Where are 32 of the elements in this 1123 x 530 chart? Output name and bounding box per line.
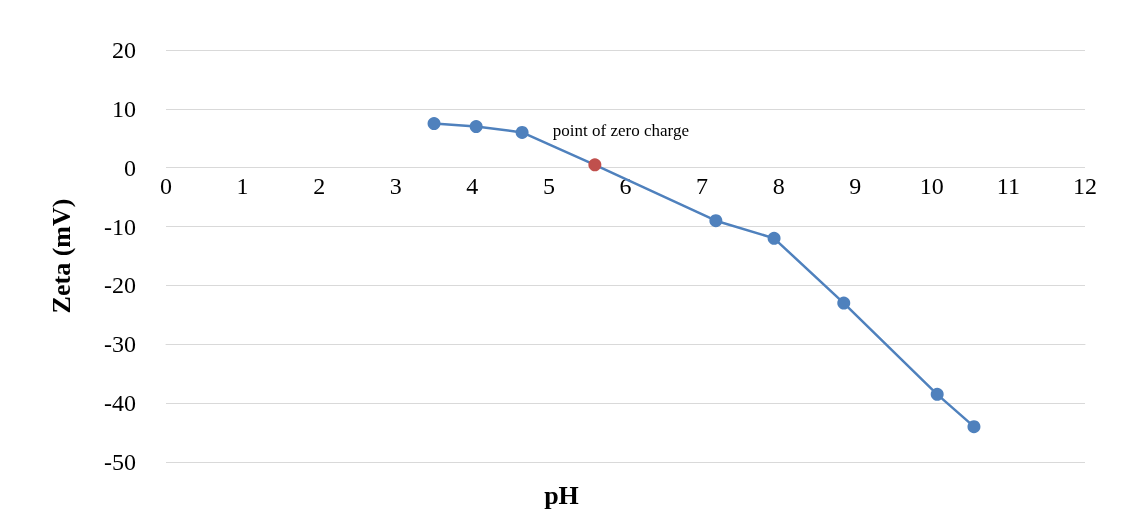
annotation: point of zero charge xyxy=(552,120,689,140)
x-tick-label: 11 xyxy=(996,172,1020,199)
x-tick-label: 2 xyxy=(313,172,326,199)
x-tick-label: 5 xyxy=(542,172,555,199)
x-tick-label: 10 xyxy=(919,172,944,199)
y-tick-label: -50 xyxy=(104,449,136,475)
y-tick-label: 10 xyxy=(112,95,136,122)
x-tick-label: 9 xyxy=(849,172,862,199)
y-tick-label: -30 xyxy=(104,331,136,358)
y-tick-label: 20 xyxy=(112,37,136,63)
x-tick-label: 4 xyxy=(466,172,479,199)
x-tick-label: 12 xyxy=(1073,172,1097,199)
point xyxy=(930,387,944,401)
point xyxy=(515,125,529,139)
x-tick-label: 3 xyxy=(389,172,402,199)
x-tick-label: 1 xyxy=(236,172,249,199)
x-axis-title: pH xyxy=(544,480,579,510)
y-tick-label: -10 xyxy=(104,213,136,240)
y-tick-label: 0 xyxy=(124,154,136,181)
point xyxy=(427,117,441,131)
point xyxy=(469,120,483,134)
point xyxy=(837,296,851,310)
y-tick-label: -20 xyxy=(104,272,136,299)
point xyxy=(767,231,781,245)
x-tick-label: 8 xyxy=(772,172,785,199)
x-tick-label: 0 xyxy=(160,172,172,199)
point xyxy=(588,158,602,172)
point xyxy=(709,214,723,228)
y-axis-title: Zeta (mV) xyxy=(46,198,76,314)
y-tick-label: -40 xyxy=(104,390,136,417)
point xyxy=(967,420,981,434)
x-tick-label: 7 xyxy=(696,172,709,199)
